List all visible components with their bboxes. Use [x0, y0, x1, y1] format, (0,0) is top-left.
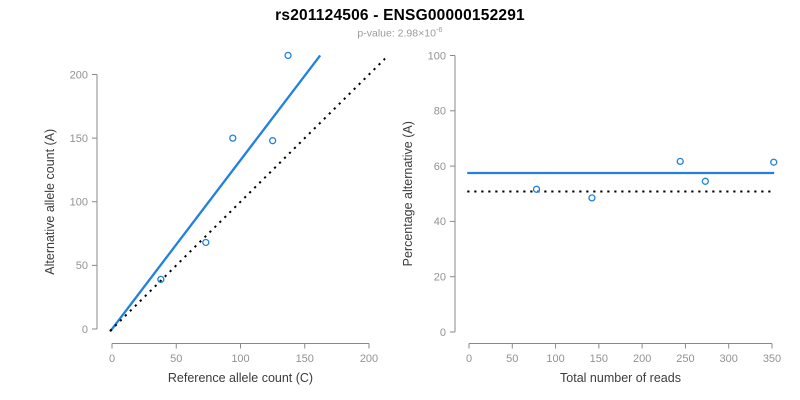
data-point: [588, 194, 596, 202]
x-tick-label: 150: [296, 353, 314, 365]
y-axis-title: Percentage alternative (A): [401, 121, 415, 266]
x-tick-label: 200: [360, 353, 378, 365]
p-value-exponent: -6: [435, 25, 443, 34]
data-point: [268, 137, 277, 145]
y-tick-label: 40: [434, 216, 446, 228]
data-point: [202, 238, 210, 247]
x-tick-label: 300: [720, 353, 738, 365]
y-tick-label: 200: [70, 69, 88, 81]
p-value-text: p-value: 2.98×10: [357, 27, 436, 40]
y-tick-label: 80: [434, 106, 446, 118]
y-tick-label: 0: [82, 324, 88, 336]
data-point: [157, 275, 165, 284]
y-tick-label: 0: [440, 327, 446, 339]
x-tick-label: 0: [109, 353, 115, 365]
data-point: [676, 157, 684, 166]
data-point: [229, 134, 237, 142]
x-tick-label: 350: [763, 353, 781, 365]
figure-title: rs201124506 - ENSG00000152291: [275, 7, 525, 24]
x-tick-label: 50: [170, 353, 182, 365]
figure-subtitle: p-value: 2.98×10-6: [0, 25, 800, 40]
y-axis-title: Alternative allele count (A): [43, 129, 57, 275]
x-tick-label: 0: [466, 353, 472, 365]
y-tick-label: 20: [434, 272, 446, 284]
fitted-proportion-line: [109, 54, 322, 333]
y-tick-label: 150: [70, 133, 88, 145]
x-tick-label: 100: [231, 353, 249, 365]
y-tick-label: 60: [434, 161, 446, 173]
y-tick-label: 100: [70, 197, 88, 209]
x-axis-title: Total number of reads: [560, 371, 681, 385]
x-tick-label: 200: [633, 353, 651, 365]
data-point: [532, 185, 541, 193]
x-tick-label: 150: [590, 353, 608, 365]
y-tick-label: 50: [76, 260, 88, 272]
data-point: [770, 158, 778, 166]
x-tick-label: 250: [676, 353, 694, 365]
x-axis-title: Reference allele count (C): [168, 371, 313, 385]
y-tick-label: 100: [428, 50, 446, 62]
x-tick-label: 100: [546, 353, 564, 365]
data-point: [701, 177, 709, 185]
x-tick-label: 50: [506, 353, 518, 365]
identity-line: [109, 57, 386, 332]
data-point: [284, 51, 292, 60]
